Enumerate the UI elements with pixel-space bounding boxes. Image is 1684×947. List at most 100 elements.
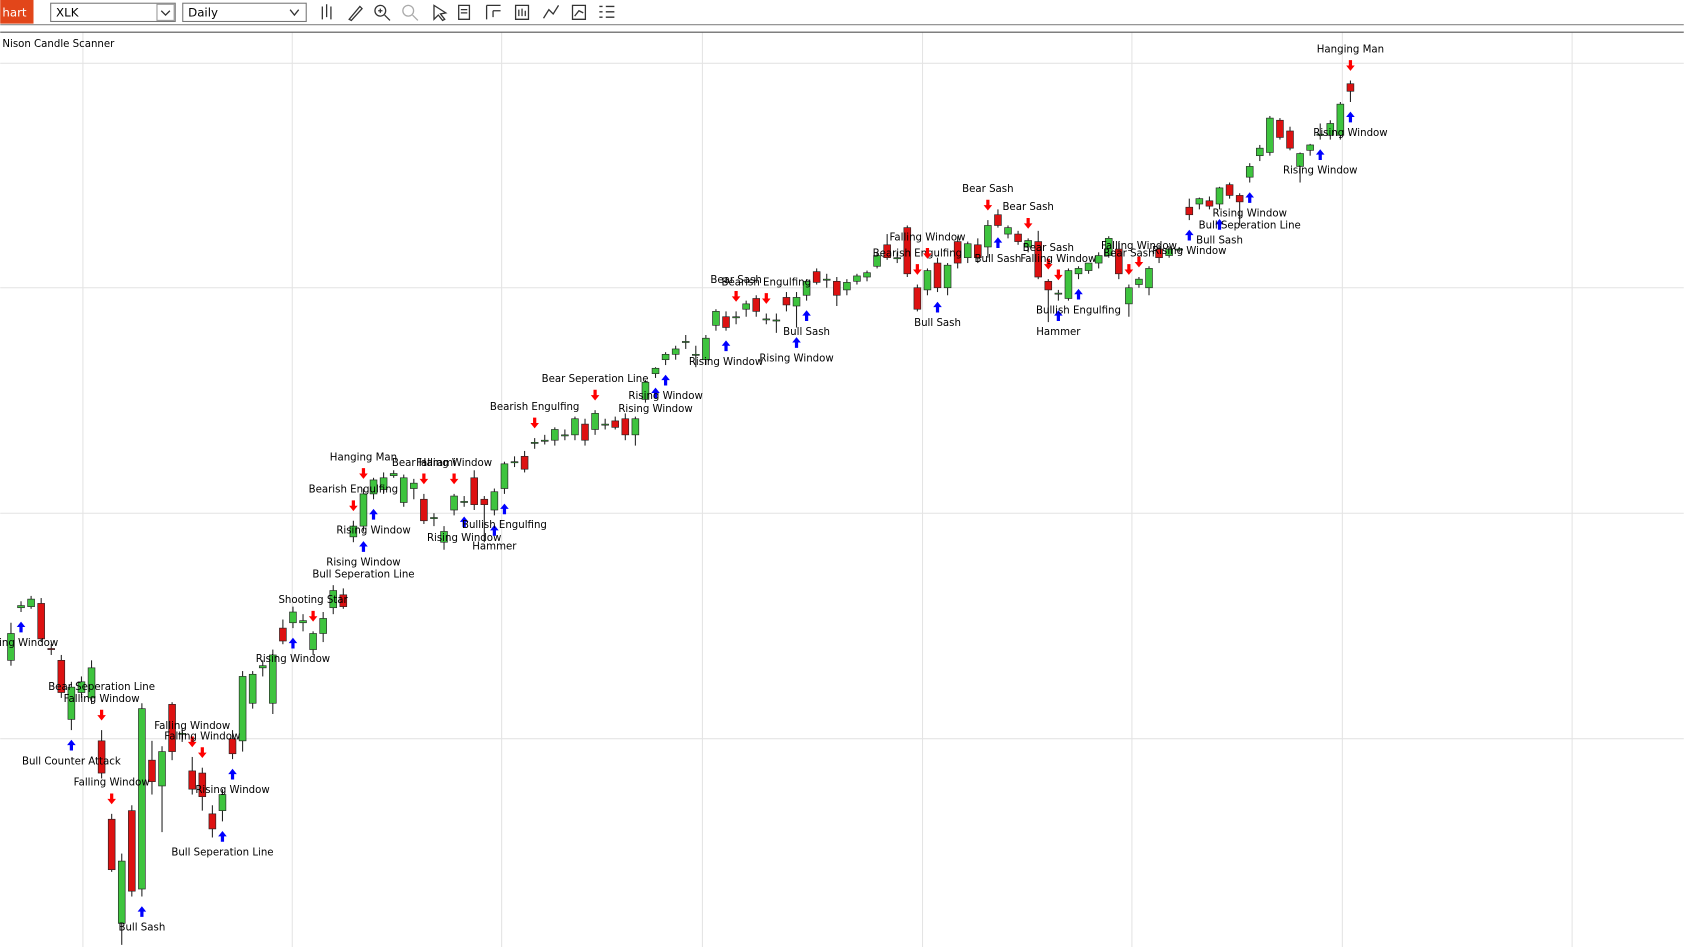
candle-body bbox=[339, 594, 348, 607]
properties-tool[interactable] bbox=[458, 4, 471, 20]
candle-body bbox=[1155, 248, 1163, 259]
pattern-label: Bear Sash bbox=[1023, 243, 1074, 254]
candle-body bbox=[430, 517, 438, 519]
signal-arrow bbox=[923, 248, 932, 259]
candle-body bbox=[953, 241, 962, 264]
indicator-tool[interactable] bbox=[514, 4, 530, 20]
pattern-label: Rising Window bbox=[1152, 246, 1226, 257]
pencil-tool[interactable] bbox=[348, 5, 363, 22]
candle-body bbox=[369, 479, 378, 495]
candle-body bbox=[107, 818, 116, 871]
layout-tool[interactable] bbox=[485, 4, 501, 20]
pattern-label: Rising Window bbox=[689, 357, 763, 368]
candle-body bbox=[671, 348, 680, 355]
dropdown-arrow bbox=[289, 9, 300, 17]
symbol-value: XLK bbox=[56, 5, 79, 19]
candle-body bbox=[1266, 117, 1274, 153]
zoom-out-tool[interactable] bbox=[402, 4, 415, 17]
candle-body bbox=[27, 598, 35, 607]
candle-body bbox=[1185, 206, 1194, 216]
candle-body bbox=[681, 341, 690, 343]
pattern-label: Bearish Engulfing bbox=[722, 277, 812, 288]
pattern-label: Bull Seperation Line bbox=[1199, 220, 1301, 231]
candle-body bbox=[1024, 240, 1032, 248]
candle-body bbox=[460, 501, 468, 503]
chart-tool[interactable] bbox=[571, 4, 587, 20]
candle-body bbox=[1205, 200, 1214, 207]
candle-body bbox=[1336, 103, 1345, 136]
list-tool[interactable] bbox=[599, 5, 615, 18]
candle-body bbox=[490, 491, 499, 511]
line-tool[interactable] bbox=[542, 5, 560, 19]
signal-arrow bbox=[198, 747, 207, 759]
candle-body bbox=[138, 708, 146, 890]
pattern-label: Bullish Engulfing bbox=[462, 520, 547, 531]
candle-body bbox=[1316, 133, 1324, 136]
candle-body bbox=[863, 272, 871, 278]
candle-body bbox=[661, 353, 670, 361]
pattern-label: Falling Window bbox=[889, 232, 965, 243]
pattern-label: Hammer bbox=[472, 542, 517, 553]
candle-body bbox=[258, 665, 267, 669]
candle-body bbox=[833, 280, 841, 296]
candle-body bbox=[772, 319, 781, 322]
signal-arrow bbox=[590, 389, 600, 401]
candle-body bbox=[571, 418, 579, 436]
candle-body bbox=[238, 676, 247, 742]
pattern-label: Bull Seperation Line bbox=[171, 848, 273, 859]
pattern-label: Bearish Engulfing bbox=[490, 402, 580, 413]
candle-body bbox=[943, 264, 952, 289]
pattern-label: Bearish Engulfing bbox=[309, 485, 399, 496]
zoom-in-tool[interactable] bbox=[374, 4, 387, 17]
candle-body bbox=[702, 337, 710, 361]
pattern-label: Rising Window bbox=[618, 404, 692, 415]
bars-tool[interactable] bbox=[321, 4, 332, 20]
signal-arrow bbox=[1185, 229, 1194, 241]
signal-arrow bbox=[359, 541, 368, 552]
candle-body bbox=[97, 740, 106, 774]
candle-body bbox=[1004, 227, 1012, 235]
candle-body bbox=[208, 813, 217, 830]
candle-body bbox=[641, 381, 650, 400]
interval-select[interactable] bbox=[182, 2, 307, 23]
candle-body bbox=[923, 270, 932, 291]
signal-arrow bbox=[802, 310, 811, 322]
candle-body bbox=[732, 316, 740, 319]
pattern-label: Rising Window bbox=[256, 654, 330, 665]
candle-body bbox=[1125, 287, 1133, 305]
pattern-label: Hanging Man bbox=[1317, 44, 1384, 55]
signal-arrow bbox=[419, 473, 429, 485]
pattern-label: Bullish Engulfing bbox=[1036, 305, 1121, 316]
candle-body bbox=[843, 282, 851, 291]
candle-body bbox=[77, 681, 86, 693]
signal-arrow bbox=[1215, 219, 1224, 230]
signal-arrow bbox=[449, 473, 459, 485]
candle-body bbox=[802, 280, 811, 296]
pattern-label: Hanging Man bbox=[330, 452, 397, 463]
candle-body bbox=[1115, 248, 1123, 275]
candle-body bbox=[933, 262, 942, 289]
pattern-label: Rising Window bbox=[336, 525, 410, 536]
symbol-select[interactable] bbox=[50, 2, 176, 23]
candle-body bbox=[1215, 187, 1224, 205]
pattern-label: Bear Harami bbox=[392, 458, 456, 469]
pattern-label: Bull Sash bbox=[975, 254, 1022, 265]
cursor-tool[interactable] bbox=[433, 4, 448, 22]
candle-body bbox=[1044, 280, 1053, 291]
candle-body bbox=[440, 531, 448, 543]
candle-body bbox=[450, 495, 458, 511]
candle-body bbox=[17, 605, 25, 609]
candle-body bbox=[399, 477, 408, 503]
candle-body bbox=[500, 463, 509, 489]
candle-body bbox=[148, 759, 156, 782]
candle-body bbox=[1286, 130, 1294, 149]
signal-arrow bbox=[651, 387, 660, 399]
pattern-label: Falling Window bbox=[164, 732, 240, 743]
tab[interactable] bbox=[0, 0, 34, 24]
candle-body bbox=[349, 525, 358, 538]
candle-body bbox=[692, 353, 700, 356]
pattern-label: Rising Window bbox=[195, 785, 269, 796]
dropdown-button[interactable] bbox=[156, 3, 175, 21]
candle-body bbox=[611, 420, 619, 428]
pattern-label: Rising Window bbox=[326, 558, 400, 569]
